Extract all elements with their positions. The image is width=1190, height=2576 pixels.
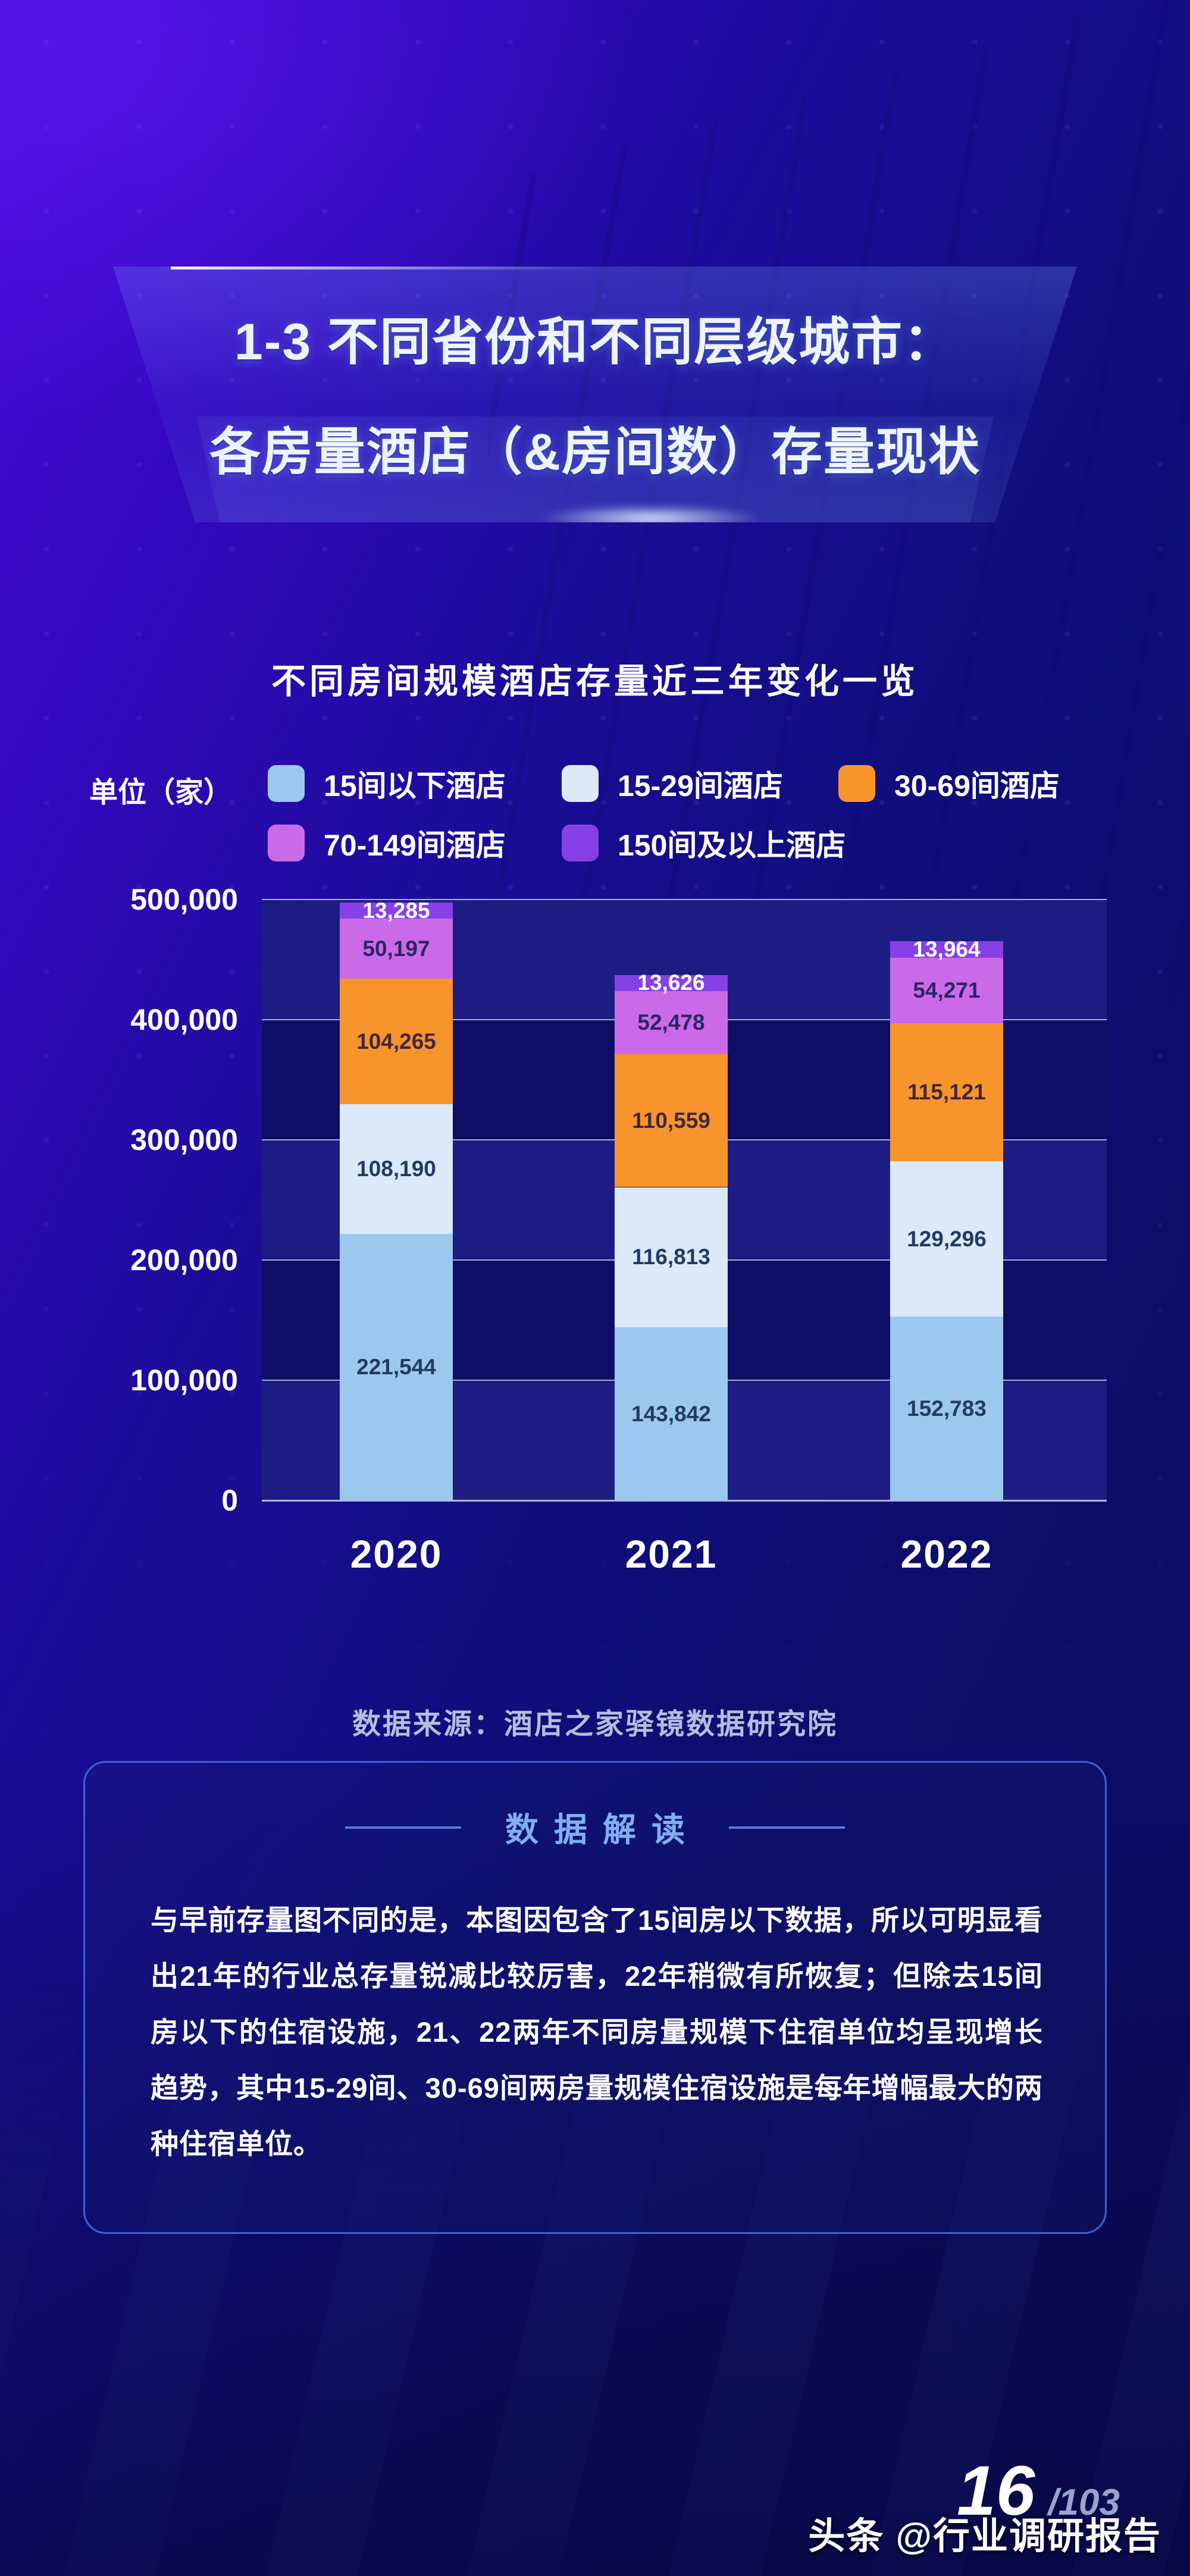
legend-swatch-icon — [268, 825, 305, 861]
legend-item-4: 70-149间酒店 — [268, 824, 506, 862]
segment-value-label: 104,265 — [356, 1029, 436, 1054]
bar-segment-2022-series1: 152,783 — [890, 1317, 1003, 1500]
bar-segment-2020-series1: 221,544 — [340, 1234, 453, 1500]
bar-segment-2020-series3: 104,265 — [340, 979, 453, 1104]
bar-segment-2021-series2: 116,813 — [615, 1187, 728, 1328]
rule-right — [729, 1826, 845, 1829]
gridline — [262, 1500, 1107, 1502]
bar-segment-2022-series4: 54,271 — [890, 958, 1003, 1023]
y-tick-label: 300,000 — [130, 1123, 238, 1157]
legend-swatch-icon — [562, 825, 599, 861]
segment-value-label: 54,271 — [913, 977, 981, 1002]
watermark: 头条 @行业调研报告 — [808, 2516, 1161, 2557]
bar-segment-2021-series3: 110,559 — [615, 1054, 728, 1187]
bar-segment-2022-series2: 129,296 — [890, 1161, 1003, 1317]
segment-value-label: 52,478 — [637, 1010, 705, 1035]
legend-label: 30-69间酒店 — [894, 769, 1060, 803]
page-title-line1: 1-3 不同省份和不同层级城市： — [234, 314, 956, 371]
page-number-current: 16 — [957, 2452, 1035, 2530]
bar-2022: 152,783 129,296 115,121 54,271 13,964 — [890, 900, 1003, 1500]
page-number: 16 /103 — [957, 2456, 1120, 2526]
legend-label: 15间以下酒店 — [324, 769, 506, 803]
title-banner-inner-panel — [196, 416, 994, 522]
y-tick-label: 0 — [221, 1484, 238, 1517]
legend-item-3: 30-69间酒店 — [838, 764, 1060, 803]
y-tick-label: 100,000 — [130, 1364, 238, 1397]
page-number-total: /103 — [1048, 2482, 1120, 2523]
segment-value-label: 115,121 — [907, 1079, 986, 1104]
bar-2021: 143,842 116,813 110,559 52,478 13,626 — [615, 900, 728, 1500]
insight-header: 数据解读 — [85, 1803, 1105, 1851]
legend-label: 15-29间酒店 — [618, 769, 783, 803]
y-tick-label: 400,000 — [130, 1003, 238, 1036]
legend-item-2: 15-29间酒店 — [562, 764, 783, 803]
bar-segment-2021-series1: 143,842 — [615, 1327, 728, 1500]
segment-value-label: 110,559 — [632, 1108, 710, 1133]
bar-segment-2021-series4: 52,478 — [615, 991, 728, 1055]
bar-segment-2020-series2: 108,190 — [340, 1104, 453, 1234]
segment-value-label: 221,544 — [356, 1355, 436, 1380]
bar-segment-2022-series5: 13,964 — [890, 937, 1003, 961]
legend-item-1: 15间以下酒店 — [268, 764, 506, 803]
segment-value-label: 13,285 — [362, 898, 430, 923]
gridline — [262, 899, 1107, 900]
x-axis-label-2021: 2021 — [625, 1532, 718, 1576]
insight-body: 与早前存量图不同的是，本图因包含了15间房以下数据，所以可明显看出21年的行业总… — [151, 1904, 1043, 2160]
segment-value-label: 116,813 — [632, 1245, 710, 1270]
bar-segment-2020-series5: 13,285 — [340, 898, 453, 923]
segment-value-label: 143,842 — [631, 1401, 711, 1426]
insight-title: 数据解读 — [505, 1811, 700, 1848]
data-source: 数据来源：酒店之家驿镜数据研究院 — [352, 1709, 838, 1740]
legend-label: 70-149间酒店 — [324, 829, 506, 862]
bar-segment-2020-series4: 50,197 — [340, 918, 453, 979]
insight-box: 数据解读 与早前存量图不同的是，本图因包含了15间房以下数据，所以可明显看出21… — [83, 1761, 1107, 2234]
segment-value-label: 108,190 — [356, 1157, 436, 1182]
unit-label: 单位（家） — [89, 777, 233, 808]
segment-value-label: 50,197 — [362, 936, 430, 961]
bar-segment-2022-series3: 115,121 — [890, 1023, 1003, 1162]
legend-swatch-icon — [268, 765, 305, 802]
segment-value-label: 152,783 — [907, 1396, 987, 1421]
segment-value-label: 13,626 — [637, 970, 705, 995]
rule-left — [345, 1826, 461, 1829]
segment-value-label: 129,296 — [907, 1226, 987, 1251]
legend-label: 150间及以上酒店 — [618, 829, 846, 862]
bar-segment-2021-series5: 13,626 — [615, 970, 728, 995]
chart-title: 不同房间规模酒店存量近三年变化一览 — [271, 662, 919, 701]
legend-swatch-icon — [838, 765, 875, 802]
page-title-line2: 各房量酒店（&房间数）存量现状 — [209, 424, 981, 481]
y-tick-label: 200,000 — [130, 1243, 238, 1277]
bar-2020: 221,544 108,190 104,265 50,197 13,285 — [340, 898, 453, 1500]
x-axis-label-2022: 2022 — [900, 1532, 993, 1576]
legend-item-5: 150间及以上酒店 — [562, 824, 845, 862]
x-axis-label-2020: 2020 — [350, 1532, 443, 1576]
y-tick-label: 500,000 — [130, 883, 238, 916]
segment-value-label: 13,964 — [913, 936, 981, 961]
title-banner: 1-3 不同省份和不同层级城市： 各房量酒店（&房间数）存量现状 — [113, 267, 1077, 522]
bar-chart-plot: 500,000 400,000 300,000 200,000 100,000 0 221,… — [130, 883, 1107, 1576]
legend-swatch-icon — [562, 765, 599, 802]
